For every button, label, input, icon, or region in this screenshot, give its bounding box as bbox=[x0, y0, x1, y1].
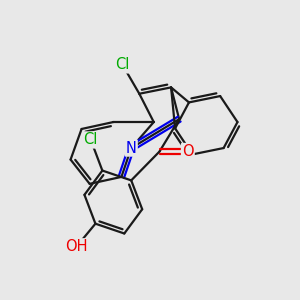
Text: Cl: Cl bbox=[116, 57, 130, 72]
Text: Cl: Cl bbox=[84, 132, 98, 147]
Text: O: O bbox=[182, 144, 194, 159]
Text: OH: OH bbox=[65, 239, 88, 254]
Text: N: N bbox=[126, 140, 137, 155]
